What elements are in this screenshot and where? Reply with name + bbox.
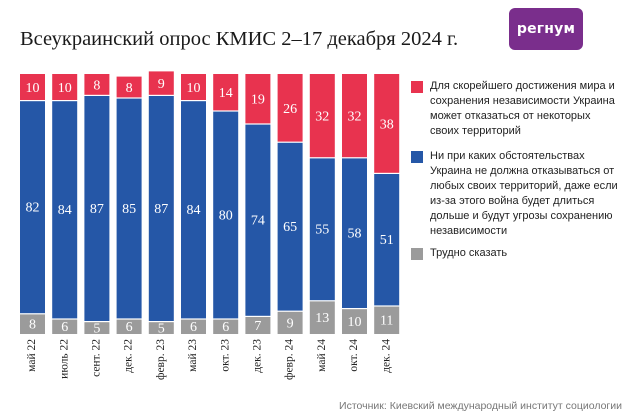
data-label-3-2: 8 [126,81,133,96]
data-label-3-0: 6 [126,320,133,335]
bar-segment-8-1 [277,142,303,311]
data-label-5-2: 10 [187,81,201,96]
bar-segment-3-1 [116,98,142,319]
bar-segment-5-2 [181,74,206,100]
bar-segment-10-0 [342,309,367,334]
source-note: Источник: Киевский международный институ… [339,400,622,412]
bar-segment-11-0 [374,306,400,334]
data-label-0-0: 8 [29,318,36,333]
data-label-6-2: 14 [219,86,233,101]
legend-swatch-gray [411,248,423,260]
data-label-0-1: 82 [26,201,40,216]
bar-segment-3-0 [116,319,142,334]
bar-segment-0-2 [20,74,45,100]
data-label-8-2: 26 [283,102,297,117]
x-tick-label-3: дек. 22 [123,339,135,373]
data-label-11-2: 38 [380,117,394,132]
data-label-6-0: 6 [222,320,229,335]
bar-segment-2-1 [84,96,110,321]
legend-label-hard-to-say: Трудно сказать [430,247,508,259]
data-label-5-1: 84 [187,203,201,218]
legend-label-no-concessions: Ни при каких обстоятельствах Украина не … [430,150,618,237]
data-label-11-0: 11 [380,314,393,329]
bar-segment-10-2 [342,74,367,158]
x-tick-label-5: май 23 [187,339,199,372]
bar-segment-2-2 [84,74,110,95]
x-tick-label-0: май 22 [26,339,38,372]
bar-segment-1-0 [52,319,78,334]
legend-label-territory-concessions: Для скорейшего достижения мира и сохране… [430,80,615,137]
bar-segment-7-2 [245,74,271,124]
bar-segment-1-2 [52,74,78,100]
bar-segment-11-2 [374,74,400,173]
x-tick-label-7: дек. 23 [252,339,264,373]
data-label-2-2: 8 [93,78,100,93]
chart-title: Всеукраинский опрос КМИС 2–17 декабря 20… [20,28,459,50]
bar-segment-2-0 [84,322,110,334]
x-tick-label-8: февр. 24 [284,339,296,380]
data-label-10-1: 58 [348,227,362,242]
bar-segment-3-2 [116,76,142,98]
bar-segment-6-2 [213,74,239,111]
data-label-2-0: 5 [93,322,100,337]
data-label-4-1: 87 [154,202,168,217]
bar-segment-5-0 [181,319,206,334]
x-tick-label-9: май 24 [316,339,328,372]
bar-segment-4-2 [148,71,174,95]
bar-segment-4-1 [148,96,174,321]
bar-segment-6-1 [213,111,239,319]
bar-segment-9-2 [309,74,335,158]
data-label-9-1: 55 [315,223,329,238]
bar-segment-7-1 [245,124,271,316]
data-label-0-2: 10 [26,81,40,96]
data-label-1-1: 84 [58,203,72,218]
data-label-1-0: 6 [61,320,68,335]
data-label-5-0: 6 [190,320,197,335]
bar-segment-0-1 [20,101,45,314]
bar-segment-8-2 [277,74,303,142]
data-label-10-0: 10 [348,315,362,330]
data-label-10-2: 32 [348,110,362,125]
bar-segment-10-1 [342,158,367,308]
regnum-logo[interactable]: регнум [509,8,583,50]
data-label-9-2: 32 [315,110,329,125]
data-label-4-0: 5 [158,322,165,337]
bar-segment-7-0 [245,317,271,334]
data-label-7-2: 19 [251,93,265,108]
legend-swatch-blue [411,151,423,163]
x-tick-label-10: окт. 24 [348,339,360,372]
bar-segment-9-1 [309,158,335,301]
data-label-8-0: 9 [287,316,294,331]
data-label-1-2: 10 [58,81,72,96]
x-tick-label-2: сент. 22 [91,339,103,377]
x-tick-label-11: дек. 24 [380,339,392,373]
data-label-4-2: 9 [158,77,165,92]
bar-segment-6-0 [213,319,239,334]
bar-segment-4-0 [148,322,174,334]
data-label-2-1: 87 [90,202,104,217]
bar-segment-11-1 [374,174,400,306]
x-tick-label-6: окт. 23 [219,339,231,372]
data-label-7-1: 74 [251,214,265,229]
data-label-11-1: 51 [380,233,394,248]
bar-segment-1-1 [52,101,78,319]
data-label-8-1: 65 [283,220,297,235]
bar-segment-5-1 [181,101,206,319]
x-tick-label-4: февр. 23 [155,339,167,380]
data-label-7-0: 7 [254,319,261,334]
x-tick-label-1: июль 22 [58,339,70,379]
bar-segment-0-0 [20,314,45,334]
bar-segment-8-0 [277,311,303,334]
data-label-6-1: 80 [219,208,233,223]
data-label-3-1: 85 [122,202,136,217]
data-label-9-0: 13 [315,311,329,326]
bar-segment-9-0 [309,301,335,334]
legend-swatch-red [411,81,423,93]
